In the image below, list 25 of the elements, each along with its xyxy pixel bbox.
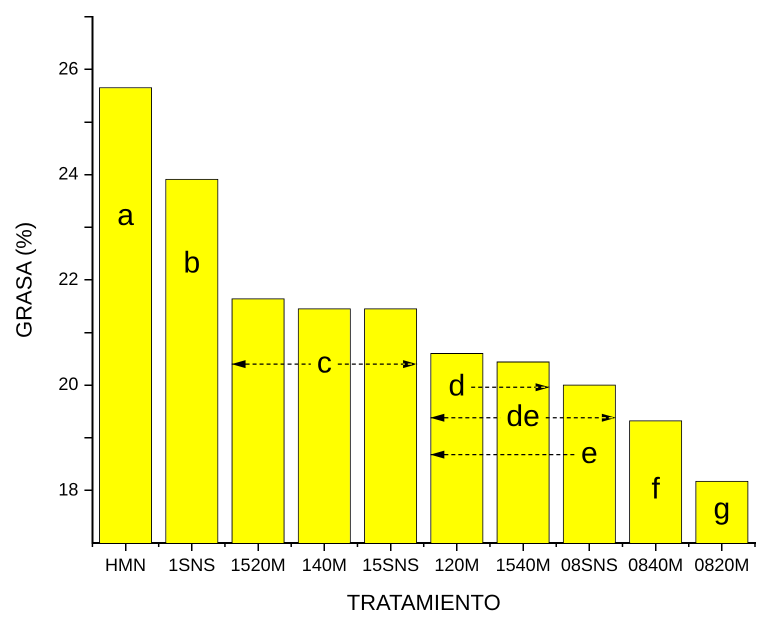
y-tick-label: 24	[58, 164, 78, 184]
x-tick-label: 15SNS	[362, 554, 420, 575]
y-axis-title: GRASA (%)	[11, 222, 36, 338]
y-tick-label: 26	[58, 58, 78, 78]
annotation: de	[506, 400, 540, 434]
x-tick-label: 140M	[302, 554, 347, 575]
x-tick-label: 1SNS	[168, 554, 216, 575]
x-tick-label: 0820M	[694, 554, 750, 575]
annotation: c	[316, 346, 332, 380]
y-tick-label: 22	[58, 268, 78, 289]
annotation: a	[117, 199, 134, 232]
x-tick-label: 120M	[434, 554, 480, 575]
x-tick-label: 0840M	[628, 554, 684, 575]
annotation: b	[183, 246, 200, 280]
annotation: f	[651, 472, 660, 506]
x-tick-label: 1520M	[230, 554, 286, 575]
annotation: d	[448, 370, 466, 403]
y-tick-label: 18	[58, 479, 78, 500]
y-tick-label: 20	[58, 374, 78, 394]
x-axis-title: TRATAMIENTO	[346, 590, 501, 615]
x-tick-label: HMN	[105, 554, 146, 575]
x-tick-label: 08SNS	[560, 554, 618, 575]
annotation: e	[581, 436, 598, 470]
annotation: g	[714, 492, 730, 526]
x-tick-label: 1540M	[496, 554, 551, 575]
